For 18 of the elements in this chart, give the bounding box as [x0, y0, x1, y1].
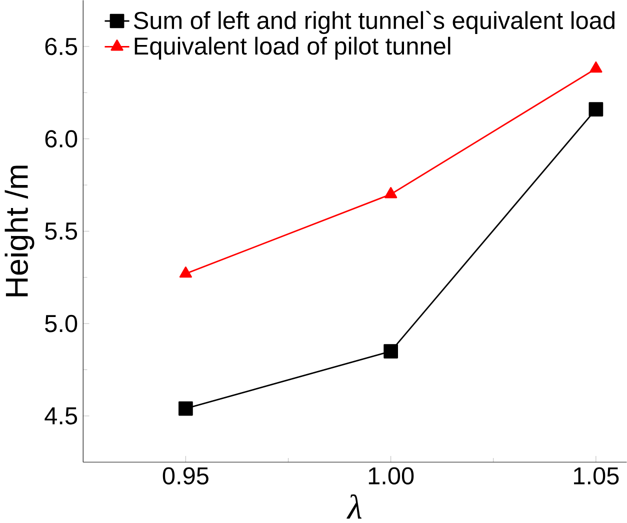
y-tick-label: 5.0 — [45, 314, 78, 332]
y-axis-title: Height /m — [4, 166, 34, 296]
point — [590, 61, 602, 72]
legend-label: Equivalent load of pilot tunnel — [134, 36, 450, 60]
x-tick-label: 1.05 — [574, 466, 619, 484]
point — [384, 344, 398, 358]
y-tick-label: 6.0 — [45, 130, 78, 148]
point — [588, 102, 604, 116]
y-tick-label: 5.5 — [45, 222, 78, 240]
y-tick-label: 6.5 — [45, 38, 78, 55]
point — [179, 266, 192, 278]
legend-label: Sum of left and right tunnel`s equivalent load — [134, 10, 614, 34]
point — [384, 186, 398, 198]
point — [178, 401, 193, 416]
x-tick-label: 1.00 — [368, 466, 414, 484]
y-tick-label: 4.5 — [44, 407, 78, 424]
x-tick-label: 0.95 — [162, 466, 208, 484]
x-axis-title: λ — [346, 494, 362, 518]
